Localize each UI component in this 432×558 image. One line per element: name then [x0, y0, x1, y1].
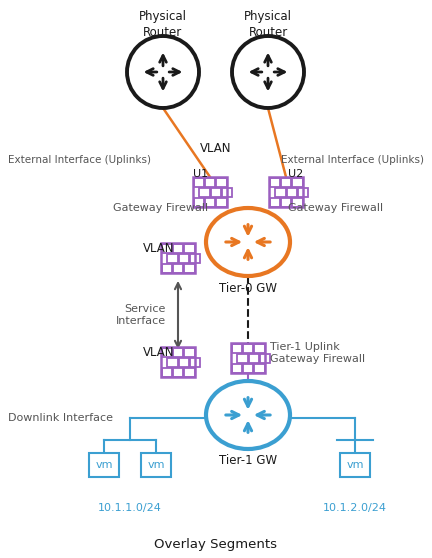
Bar: [205, 177, 215, 186]
Bar: [210, 187, 221, 196]
Bar: [161, 347, 195, 377]
Bar: [260, 354, 270, 363]
Bar: [184, 348, 194, 357]
Bar: [298, 187, 308, 196]
Bar: [269, 177, 303, 207]
Bar: [167, 358, 178, 367]
Bar: [162, 263, 172, 272]
Text: U1: U1: [193, 169, 208, 179]
Text: 10.1.2.0/24: 10.1.2.0/24: [323, 503, 387, 513]
Bar: [173, 348, 183, 357]
Bar: [292, 177, 302, 186]
Bar: [254, 363, 264, 373]
Text: Tier-0 GW: Tier-0 GW: [219, 282, 277, 295]
Bar: [167, 253, 178, 262]
Bar: [194, 198, 204, 206]
Bar: [231, 343, 265, 373]
Bar: [194, 177, 204, 186]
Bar: [173, 243, 183, 253]
Bar: [184, 368, 194, 377]
Text: Service
Interface: Service Interface: [116, 304, 166, 326]
Text: vm: vm: [346, 460, 364, 470]
Bar: [248, 354, 259, 363]
Bar: [270, 198, 280, 206]
Text: 10.1.1.0/24: 10.1.1.0/24: [98, 503, 162, 513]
Text: VLAN: VLAN: [143, 242, 174, 254]
Text: Gateway Firewall: Gateway Firewall: [288, 203, 383, 213]
Bar: [199, 187, 210, 196]
Text: Overlay Segments: Overlay Segments: [155, 538, 277, 551]
Bar: [292, 198, 302, 206]
Bar: [184, 263, 194, 272]
Bar: [232, 363, 242, 373]
Bar: [340, 453, 370, 477]
Text: Physical
Router: Physical Router: [244, 10, 292, 40]
Bar: [243, 363, 253, 373]
Text: vm: vm: [147, 460, 165, 470]
Bar: [89, 453, 119, 477]
Bar: [281, 198, 291, 206]
Bar: [281, 177, 291, 186]
Bar: [162, 368, 172, 377]
Bar: [173, 263, 183, 272]
Text: External Interface (Uplinks): External Interface (Uplinks): [8, 155, 151, 165]
Text: Physical
Router: Physical Router: [139, 10, 187, 40]
Bar: [216, 198, 226, 206]
Bar: [178, 253, 189, 262]
Text: Tier-1 Uplink
Gateway Firewall: Tier-1 Uplink Gateway Firewall: [270, 342, 365, 364]
Text: VLAN: VLAN: [143, 345, 174, 358]
Bar: [190, 253, 200, 262]
Bar: [216, 177, 226, 186]
Bar: [205, 198, 215, 206]
Text: Downlink Interface: Downlink Interface: [8, 413, 113, 423]
Bar: [222, 187, 232, 196]
Text: vm: vm: [95, 460, 113, 470]
Bar: [184, 243, 194, 253]
Bar: [162, 243, 172, 253]
Bar: [141, 453, 171, 477]
Bar: [243, 344, 253, 353]
Bar: [193, 177, 227, 207]
Bar: [232, 344, 242, 353]
Bar: [286, 187, 297, 196]
Bar: [178, 358, 189, 367]
Bar: [161, 243, 195, 273]
Text: Gateway Firewall: Gateway Firewall: [113, 203, 208, 213]
Text: Tier-1 GW: Tier-1 GW: [219, 454, 277, 467]
Text: External Interface (Uplinks): External Interface (Uplinks): [281, 155, 424, 165]
Text: VLAN: VLAN: [200, 142, 232, 155]
Bar: [275, 187, 286, 196]
Bar: [270, 177, 280, 186]
Bar: [190, 358, 200, 367]
Text: U2: U2: [288, 169, 303, 179]
Bar: [173, 368, 183, 377]
Bar: [254, 344, 264, 353]
Bar: [162, 348, 172, 357]
Bar: [237, 354, 248, 363]
